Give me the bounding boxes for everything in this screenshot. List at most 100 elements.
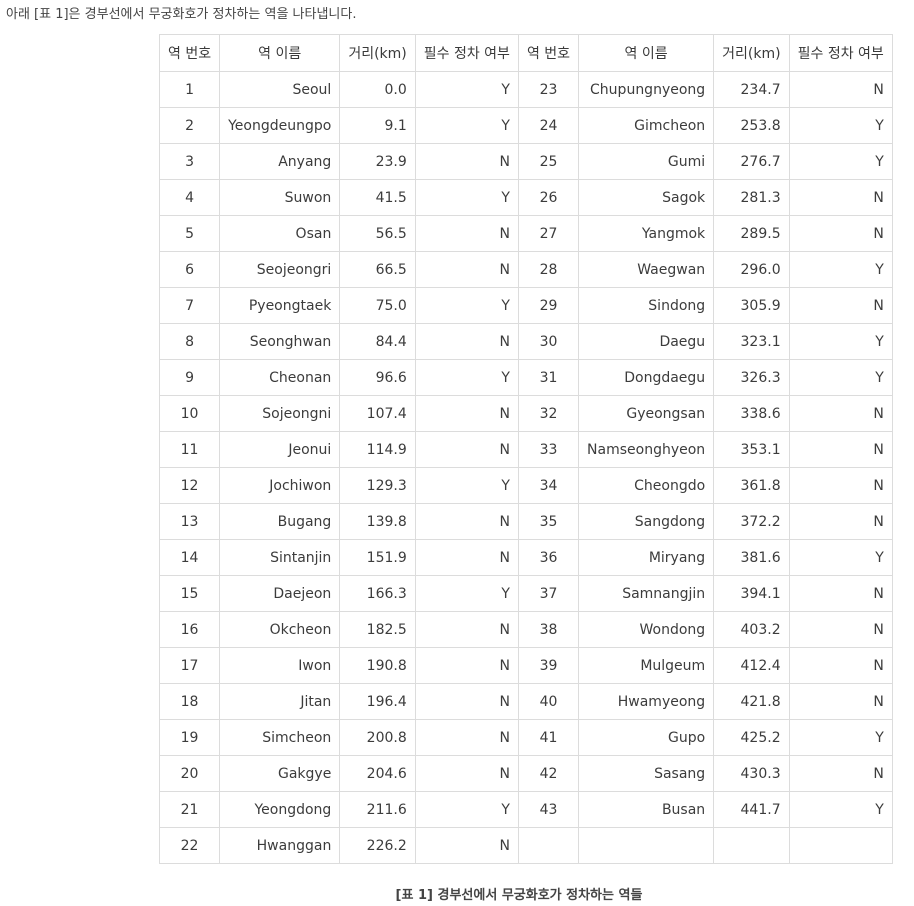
cell-distance: 381.6 xyxy=(713,539,790,576)
cell-required-stop: Y xyxy=(788,359,893,396)
cell-distance: 114.9 xyxy=(339,431,416,468)
cell-required-stop: N xyxy=(788,431,893,468)
cell-station-name: Jeonui xyxy=(219,431,341,468)
table-row: 3 Anyang 23.9 N 25 Gumi 276.7 Y xyxy=(158,143,893,180)
cell-distance: 403.2 xyxy=(713,611,790,648)
cell-required-stop: N xyxy=(788,575,893,612)
cell-distance: 226.2 xyxy=(339,827,416,864)
table-body: 1 Seoul 0.0 Y 23 Chupungnyeong 234.7 N 2 Yeongdeu… xyxy=(158,71,893,864)
cell-station-no: 36 xyxy=(517,539,580,576)
header-station-name: 역 이름 xyxy=(578,34,715,72)
cell-required-stop: N xyxy=(414,215,519,252)
cell-station-name: Hwanggan xyxy=(219,827,341,864)
cell-station-name: Dongdaegu xyxy=(578,359,715,396)
table-row: 4 Suwon 41.5 Y 26 Sagok 281.3 N xyxy=(158,179,893,216)
cell-distance: 412.4 xyxy=(713,647,790,684)
cell-station-no: 34 xyxy=(517,467,580,504)
cell-station-no: 42 xyxy=(517,755,580,792)
cell-distance: 281.3 xyxy=(713,179,790,216)
cell-station-no: 25 xyxy=(517,143,580,180)
table-row: 16 Okcheon 182.5 N 38 Wondong 403.2 N xyxy=(158,611,893,648)
cell-station-no: 10 xyxy=(158,395,221,432)
cell-required-stop: N xyxy=(414,647,519,684)
cell-distance: 151.9 xyxy=(339,539,416,576)
cell-distance: 276.7 xyxy=(713,143,790,180)
cell-distance: 166.3 xyxy=(339,575,416,612)
cell-station-name: Osan xyxy=(219,215,341,252)
header-station-no: 역 번호 xyxy=(517,34,580,72)
table-row: 5 Osan 56.5 N 27 Yangmok 289.5 N xyxy=(158,215,893,252)
cell-station-name: Gakgye xyxy=(219,755,341,792)
cell-station-name: Gupo xyxy=(578,719,715,756)
cell-distance: 182.5 xyxy=(339,611,416,648)
cell-distance: 425.2 xyxy=(713,719,790,756)
cell-station-name: Jitan xyxy=(219,683,341,720)
cell-station-name: Yeongdong xyxy=(219,791,341,828)
cell-required-stop: N xyxy=(788,467,893,504)
cell-station-no: 3 xyxy=(158,143,221,180)
header-distance: 거리(km) xyxy=(339,34,416,72)
cell-required-stop: N xyxy=(414,251,519,288)
cell-required-stop xyxy=(788,827,893,864)
cell-station-name: Pyeongtaek xyxy=(219,287,341,324)
cell-station-no: 35 xyxy=(517,503,580,540)
cell-distance: 421.8 xyxy=(713,683,790,720)
cell-station-name: Sagok xyxy=(578,179,715,216)
cell-station-no: 6 xyxy=(158,251,221,288)
table-row: 12 Jochiwon 129.3 Y 34 Cheongdo 361.8 N xyxy=(158,467,893,504)
table-row: 1 Seoul 0.0 Y 23 Chupungnyeong 234.7 N xyxy=(158,71,893,108)
cell-station-no: 41 xyxy=(517,719,580,756)
cell-distance: 200.8 xyxy=(339,719,416,756)
table-row: 6 Seojeongri 66.5 N 28 Waegwan 296.0 Y xyxy=(158,251,893,288)
cell-distance: 338.6 xyxy=(713,395,790,432)
cell-station-no: 22 xyxy=(158,827,221,864)
cell-distance: 129.3 xyxy=(339,467,416,504)
cell-required-stop: N xyxy=(414,755,519,792)
cell-distance: 326.3 xyxy=(713,359,790,396)
cell-required-stop: Y xyxy=(788,251,893,288)
cell-station-no: 1 xyxy=(158,71,221,108)
table-row: 19 Simcheon 200.8 N 41 Gupo 425.2 Y xyxy=(158,719,893,756)
table-row: 7 Pyeongtaek 75.0 Y 29 Sindong 305.9 N xyxy=(158,287,893,324)
cell-distance: 305.9 xyxy=(713,287,790,324)
cell-required-stop: N xyxy=(788,755,893,792)
cell-distance: 84.4 xyxy=(339,323,416,360)
cell-distance: 139.8 xyxy=(339,503,416,540)
cell-required-stop: N xyxy=(414,611,519,648)
cell-required-stop: N xyxy=(788,215,893,252)
cell-station-no: 15 xyxy=(158,575,221,612)
cell-station-no: 18 xyxy=(158,683,221,720)
cell-station-no: 24 xyxy=(517,107,580,144)
cell-station-no: 26 xyxy=(517,179,580,216)
cell-distance: 196.4 xyxy=(339,683,416,720)
cell-station-name: Seonghwan xyxy=(219,323,341,360)
cell-distance: 394.1 xyxy=(713,575,790,612)
cell-station-no: 28 xyxy=(517,251,580,288)
cell-required-stop: Y xyxy=(788,791,893,828)
cell-required-stop: N xyxy=(414,719,519,756)
cell-station-name: Gimcheon xyxy=(578,107,715,144)
cell-station-name: Busan xyxy=(578,791,715,828)
cell-required-stop: Y xyxy=(788,539,893,576)
cell-required-stop: Y xyxy=(414,575,519,612)
cell-station-name: Hwamyeong xyxy=(578,683,715,720)
cell-station-name: Chupungnyeong xyxy=(578,71,715,108)
cell-station-no: 21 xyxy=(158,791,221,828)
cell-station-no: 4 xyxy=(158,179,221,216)
cell-station-no: 32 xyxy=(517,395,580,432)
table-row: 10 Sojeongni 107.4 N 32 Gyeongsan 338.6 N xyxy=(158,395,893,432)
cell-distance: 430.3 xyxy=(713,755,790,792)
cell-required-stop: N xyxy=(414,143,519,180)
cell-distance: 372.2 xyxy=(713,503,790,540)
cell-station-no: 17 xyxy=(158,647,221,684)
cell-required-stop: N xyxy=(414,431,519,468)
cell-station-name: Sindong xyxy=(578,287,715,324)
table-row: 14 Sintanjin 151.9 N 36 Miryang 381.6 Y xyxy=(158,539,893,576)
cell-station-name: Cheongdo xyxy=(578,467,715,504)
cell-required-stop: Y xyxy=(788,107,893,144)
cell-distance: 190.8 xyxy=(339,647,416,684)
header-station-name: 역 이름 xyxy=(219,34,341,72)
table-row: 18 Jitan 196.4 N 40 Hwamyeong 421.8 N xyxy=(158,683,893,720)
table-row: 20 Gakgye 204.6 N 42 Sasang 430.3 N xyxy=(158,755,893,792)
cell-required-stop: N xyxy=(788,647,893,684)
